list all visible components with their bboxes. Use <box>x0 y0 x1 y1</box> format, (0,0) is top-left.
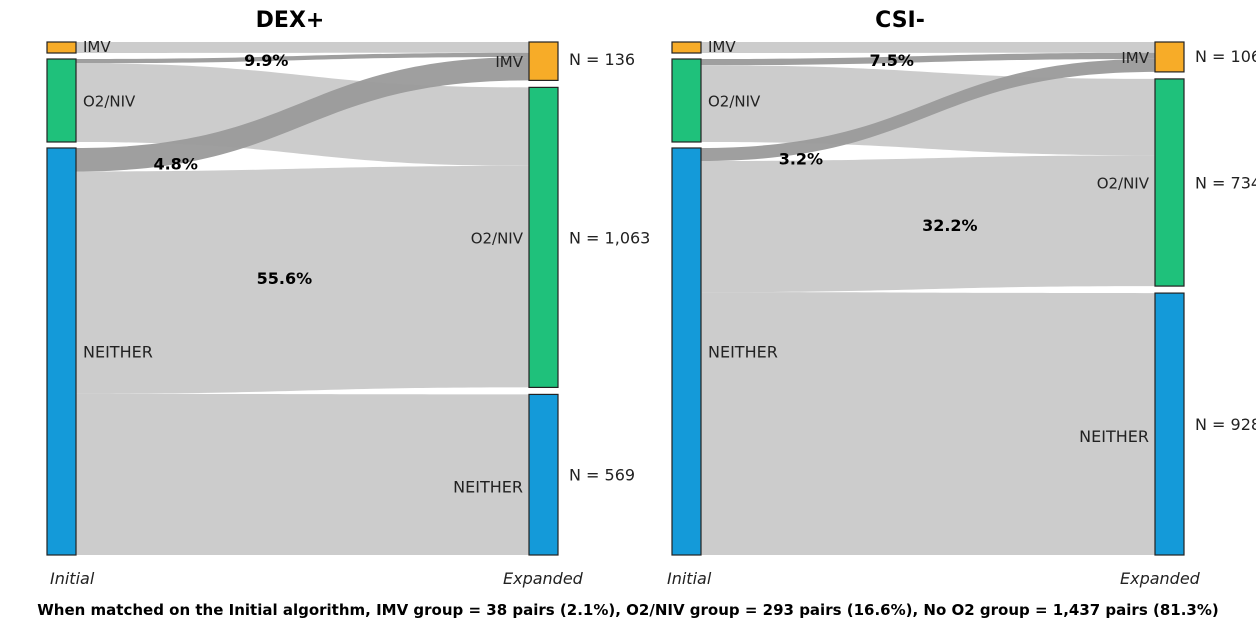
flow-imv-to-imv <box>701 42 1155 53</box>
right-node-imv <box>528 41 559 81</box>
left-node-neither <box>671 147 702 556</box>
flow-neither-to-neither <box>76 393 529 555</box>
flow-percent-label: 7.5% <box>869 51 913 70</box>
right-node-label: IMV <box>1121 49 1149 67</box>
flow-neither-to-imv <box>701 58 1155 162</box>
right-node-o2niv <box>1154 78 1185 287</box>
right-node-count: N = 928 <box>1195 415 1256 434</box>
left-node-imv <box>671 41 702 54</box>
right-node-neither <box>1154 292 1185 556</box>
right-node-label: O2/NIV <box>1097 174 1150 192</box>
flow-neither-to-o2niv <box>701 155 1155 293</box>
right-node-o2niv <box>528 86 559 389</box>
left-node-o2niv <box>671 58 702 143</box>
left-node-o2niv <box>46 58 77 143</box>
flow-percent-label: 4.8% <box>153 155 197 174</box>
right-node-label: NEITHER <box>453 478 523 497</box>
right-node-count: N = 734 <box>1195 173 1256 192</box>
left-node-label: NEITHER <box>708 342 778 361</box>
sankey-panel-1: IMV O2/NIV NEITHER IMV N = 106 O2/NIV N = 734 N… <box>667 38 1256 588</box>
stage-label-expanded: Expanded <box>1120 569 1201 588</box>
right-node-count: N = 136 <box>569 50 635 69</box>
right-node-label: O2/NIV <box>471 229 524 247</box>
stage-label-initial: Initial <box>667 569 712 588</box>
figure-caption: When matched on the Initial algorithm, I… <box>37 601 1219 619</box>
flow-neither-to-o2niv <box>76 165 529 394</box>
left-node-label: NEITHER <box>83 342 153 361</box>
left-node-label: IMV <box>83 38 111 56</box>
flow-neither-to-imv <box>76 56 529 172</box>
chart-title-dex: DEX+ <box>255 8 325 33</box>
flow-percent-label: 3.2% <box>779 150 823 169</box>
right-node-imv <box>1154 41 1185 73</box>
chart-title-csi: CSI- <box>875 8 925 33</box>
flow-neither-to-neither <box>701 292 1155 555</box>
right-node-count: N = 1,063 <box>569 228 650 247</box>
sankey-panel-0: IMV O2/NIV NEITHER IMV N = 136 O2/NIV N = 1,06… <box>46 38 650 588</box>
flow-o2niv-to-imv <box>76 52 529 64</box>
right-node-count: N = 569 <box>569 466 635 485</box>
right-node-neither <box>528 393 559 556</box>
flow-imv-to-imv <box>76 42 529 53</box>
left-node-imv <box>46 41 77 54</box>
flow-percent-label: 9.9% <box>244 51 288 70</box>
flow-o2niv-to-imv <box>701 52 1155 66</box>
left-node-label: IMV <box>708 38 736 56</box>
right-node-label: NEITHER <box>1079 427 1149 446</box>
right-node-label: IMV <box>495 53 523 71</box>
stage-label-initial: Initial <box>50 569 95 588</box>
stage-label-expanded: Expanded <box>503 569 584 588</box>
right-node-count: N = 106 <box>1195 47 1256 66</box>
left-node-label: O2/NIV <box>83 92 136 110</box>
left-node-label: O2/NIV <box>708 92 761 110</box>
left-node-neither <box>46 147 77 556</box>
flow-percent-label: 55.6% <box>257 269 313 288</box>
flow-percent-label: 32.2% <box>922 216 978 235</box>
